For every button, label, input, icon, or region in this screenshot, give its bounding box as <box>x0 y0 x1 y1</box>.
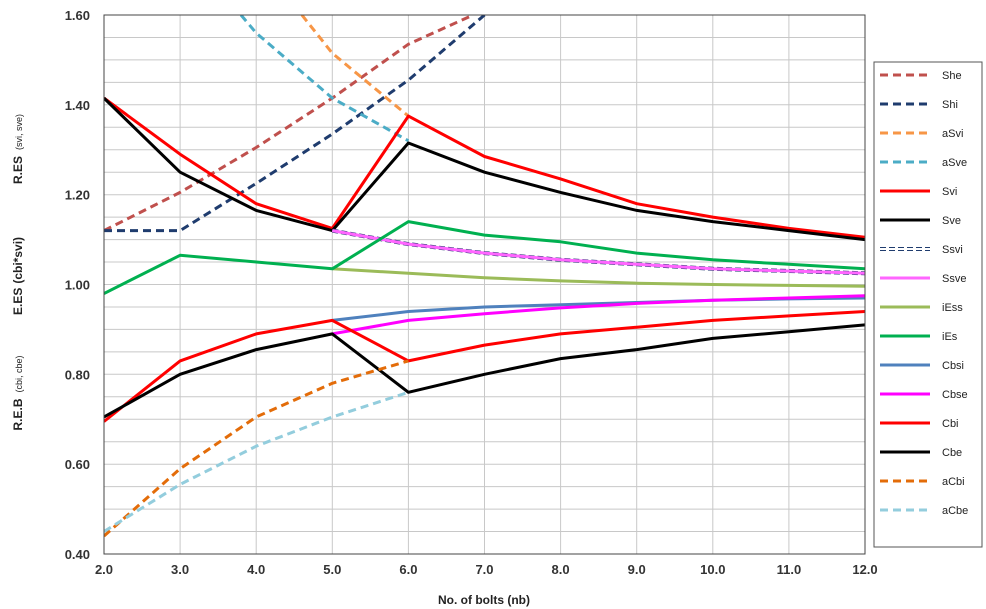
legend-ies-label: iEs <box>942 331 958 343</box>
legend-acbi-label: aCbi <box>942 476 965 488</box>
x-tick-label: 7.0 <box>475 562 493 577</box>
series-ies-line <box>104 220 865 295</box>
legend-items: She Shi aSvi aSve Svi Sve Ssvi Ssve iEss iEs Cbsi C… <box>880 70 968 517</box>
legend-shi-label: Shi <box>942 99 958 111</box>
x-tick-label: 6.0 <box>399 562 417 577</box>
grid <box>103 15 866 554</box>
legend-sve-label: Sve <box>942 215 961 227</box>
x-tick-label: 10.0 <box>700 562 725 577</box>
y-tick-label: 1.40 <box>65 98 90 113</box>
x-tick-label: 11.0 <box>777 562 802 577</box>
y-tick-label: 1.20 <box>65 188 90 203</box>
legend-she-label: She <box>942 70 962 82</box>
y-tick-label: 1.60 <box>65 8 90 23</box>
x-tick-label: 9.0 <box>628 562 646 577</box>
legend-iess-label: iEss <box>942 302 963 314</box>
series-layer <box>104 15 865 538</box>
legend-cbsi-label: Cbsi <box>942 360 964 372</box>
x-tick-label: 5.0 <box>323 562 341 577</box>
legend-ssve-label: Ssve <box>942 273 966 285</box>
series-acbi-line <box>104 359 409 538</box>
series-ssve-line <box>332 229 865 275</box>
tick-labels: 2.0 3.0 4.0 5.0 6.0 7.0 8.0 9.0 10.0 11.0 12.0 0.40… <box>65 8 878 577</box>
y-axis-title-reb: R.E.B (cbi, cbe) <box>11 355 25 430</box>
series-asvi-line <box>300 15 410 118</box>
y-axis-title-reb-main: R.E.B <box>11 398 25 430</box>
y-tick-label: 0.60 <box>65 457 90 472</box>
series-cbi-line <box>104 310 865 423</box>
y-axis-title-ees-main: E.ES <box>11 288 25 315</box>
legend-acbe-label: aCbe <box>942 505 968 517</box>
legend-cbi-label: Cbi <box>942 418 959 430</box>
y-axis-title-res-sub: (svi, sve) <box>14 114 24 150</box>
legend-ssvi-label: Ssvi <box>942 244 963 256</box>
y-axis-title-res-main: R.ES <box>11 156 25 184</box>
legend-cbe-label: Cbe <box>942 447 962 459</box>
legend-asve-label: aSve <box>942 157 967 169</box>
y-axis-title-reb-sub: (cbi, cbe) <box>14 355 24 392</box>
legend-box <box>873 61 983 548</box>
y-axis-title-ees: E.ES (cbi*svi) <box>11 237 25 315</box>
legend: She Shi aSvi aSve Svi Sve Ssvi Ssve iEss iEs Cbsi C… <box>873 61 983 548</box>
series-sve-line <box>104 97 865 242</box>
y-axis-title-res: R.ES (svi, sve) <box>11 114 25 184</box>
x-axis-title: No. of bolts (nb) <box>438 593 530 607</box>
x-tick-label: 3.0 <box>171 562 189 577</box>
y-axis-title-ees-sub: (cbi*svi) <box>11 237 25 284</box>
x-tick-label: 2.0 <box>95 562 113 577</box>
plot-frame <box>103 14 866 555</box>
series-acbe-line <box>104 390 409 533</box>
series-iess-line <box>332 267 865 288</box>
y-tick-label: 0.40 <box>65 547 90 562</box>
series-she-line <box>104 15 474 232</box>
series-cbse-line <box>332 294 865 336</box>
legend-svi-label: Svi <box>942 186 957 198</box>
series-cbe-line <box>104 323 865 419</box>
series-shi-line <box>104 15 486 233</box>
x-tick-label: 8.0 <box>552 562 570 577</box>
y-tick-label: 1.00 <box>65 278 90 293</box>
y-tick-label: 0.80 <box>65 367 90 382</box>
legend-asvi-label: aSvi <box>942 128 963 140</box>
legend-cbse-label: Cbse <box>942 389 968 401</box>
series-svi-line <box>104 96 865 239</box>
x-tick-label: 4.0 <box>247 562 265 577</box>
x-tick-label: 12.0 <box>852 562 877 577</box>
